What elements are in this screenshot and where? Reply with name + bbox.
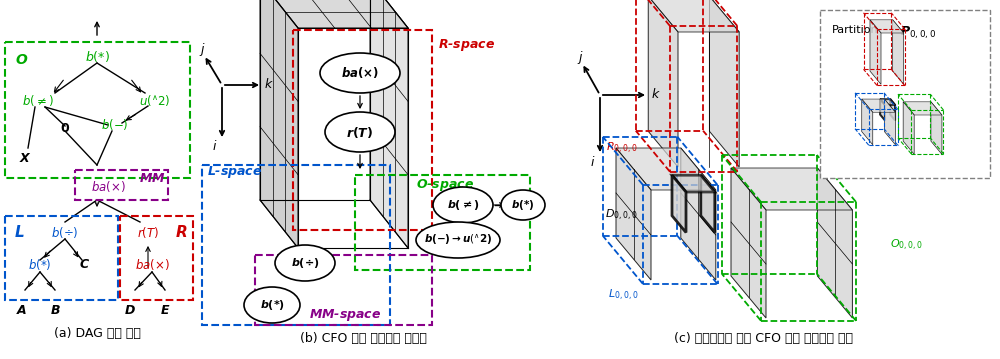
Text: $b(-)$: $b(-)$: [101, 117, 129, 132]
Text: $\boldsymbol{O}$-space: $\boldsymbol{O}$-space: [416, 177, 474, 193]
Bar: [120, 216, 193, 300]
Bar: [820, 10, 990, 178]
Text: $b(*)$: $b(*)$: [85, 50, 109, 65]
Text: $b(\div)$: $b(\div)$: [51, 224, 79, 239]
Text: $\boldsymbol{L}$: $\boldsymbol{L}$: [14, 224, 25, 240]
Polygon shape: [903, 102, 942, 115]
Polygon shape: [880, 99, 895, 105]
Text: $ba(\times)$: $ba(\times)$: [135, 257, 169, 272]
Text: $\boldsymbol{P}_{0,0,0}$: $\boldsymbol{P}_{0,0,0}$: [900, 25, 936, 41]
Bar: [355, 175, 530, 270]
Text: $\boldsymbol{b(*)}$: $\boldsymbol{b(*)}$: [511, 198, 535, 212]
Text: j: j: [200, 42, 204, 56]
Text: $\mathbf{0}$: $\mathbf{0}$: [60, 121, 70, 135]
Ellipse shape: [501, 190, 545, 220]
Bar: [255, 255, 432, 325]
Text: $\boldsymbol{A}$: $\boldsymbol{A}$: [16, 303, 28, 317]
Polygon shape: [870, 20, 904, 33]
Bar: [75, 170, 168, 200]
Text: $\boldsymbol{MM}$-space: $\boldsymbol{MM}$-space: [309, 307, 381, 323]
Polygon shape: [880, 99, 885, 120]
Text: (c) 분산처리를 위한 CFO 융합 연산자의 분할: (c) 분산처리를 위한 CFO 융합 연산자의 분할: [674, 332, 852, 345]
Polygon shape: [616, 148, 716, 190]
Text: (b) CFO 융합 연산자의 시각화: (b) CFO 융합 연산자의 시각화: [300, 332, 426, 345]
Text: $\boldsymbol{b(-)}$$\boldsymbol{\rightarrow}$$\boldsymbol{u(^{\wedge}2)}$: $\boldsymbol{b(-)}$$\boldsymbol{\rightar…: [424, 233, 492, 247]
Ellipse shape: [433, 187, 493, 223]
Ellipse shape: [416, 222, 500, 258]
Polygon shape: [731, 168, 852, 210]
Polygon shape: [260, 0, 298, 248]
Polygon shape: [890, 99, 895, 120]
Text: $b(\neq)$: $b(\neq)$: [22, 93, 54, 107]
Bar: [202, 165, 390, 325]
Polygon shape: [931, 102, 942, 154]
Polygon shape: [701, 175, 715, 233]
Text: $\boldsymbol{r(T)}$: $\boldsymbol{r(T)}$: [346, 125, 374, 140]
Text: $\boldsymbol{D}$: $\boldsymbol{D}$: [124, 303, 136, 317]
Text: $\boldsymbol{E}$: $\boldsymbol{E}$: [160, 303, 170, 317]
Polygon shape: [709, 0, 739, 167]
Text: $\boldsymbol{b(\neq)}$: $\boldsymbol{b(\neq)}$: [447, 198, 479, 212]
Polygon shape: [731, 168, 766, 318]
Polygon shape: [616, 148, 651, 280]
Text: $D_{0,0,0}$: $D_{0,0,0}$: [605, 208, 638, 223]
Text: k: k: [264, 79, 272, 92]
Text: Partition: Partition: [832, 25, 879, 35]
Ellipse shape: [244, 287, 300, 323]
Ellipse shape: [275, 245, 335, 281]
Text: $\boldsymbol{MM}$: $\boldsymbol{MM}$: [139, 172, 165, 185]
Text: $\boldsymbol{X}$: $\boldsymbol{X}$: [19, 151, 31, 164]
Bar: [5, 42, 190, 178]
Polygon shape: [862, 99, 873, 145]
Text: $\boldsymbol{L}$-space: $\boldsymbol{L}$-space: [207, 164, 262, 180]
Text: i: i: [590, 157, 594, 169]
Text: $R_{0,0,0}$: $R_{0,0,0}$: [606, 140, 638, 155]
Text: $\boldsymbol{R}$: $\boldsymbol{R}$: [175, 224, 187, 240]
Text: $u(^{\wedge}2)$: $u(^{\wedge}2)$: [139, 93, 171, 107]
Polygon shape: [672, 175, 715, 192]
Polygon shape: [870, 20, 881, 84]
Text: i: i: [212, 140, 216, 154]
Text: $\boldsymbol{ba(\times)}$: $\boldsymbol{ba(\times)}$: [341, 65, 379, 80]
Text: $O_{0,0,0}$: $O_{0,0,0}$: [890, 237, 923, 252]
Text: O: O: [16, 53, 28, 67]
Text: $r(T)$: $r(T)$: [137, 224, 159, 239]
Text: $\boldsymbol{b(*)}$: $\boldsymbol{b(*)}$: [260, 298, 284, 312]
Polygon shape: [893, 20, 904, 84]
Text: $\boldsymbol{C}$: $\boldsymbol{C}$: [79, 258, 91, 271]
Polygon shape: [884, 99, 895, 145]
Text: $b(*)$: $b(*)$: [28, 257, 52, 272]
Polygon shape: [862, 99, 895, 112]
Polygon shape: [370, 0, 408, 248]
Text: $L_{0,0,0}$: $L_{0,0,0}$: [608, 288, 638, 303]
Text: k: k: [651, 89, 659, 102]
Polygon shape: [903, 102, 914, 154]
Polygon shape: [648, 0, 678, 167]
Polygon shape: [817, 168, 852, 318]
Ellipse shape: [325, 112, 395, 152]
Polygon shape: [260, 0, 408, 28]
Polygon shape: [681, 148, 716, 280]
Text: (a) DAG 질의 계획: (a) DAG 질의 계획: [54, 327, 140, 340]
Bar: [5, 216, 118, 300]
Text: $\boldsymbol{B}$: $\boldsymbol{B}$: [50, 303, 60, 317]
Ellipse shape: [320, 53, 400, 93]
Text: j: j: [578, 51, 582, 64]
Bar: [293, 30, 432, 230]
Text: $\boldsymbol{R}$-space: $\boldsymbol{R}$-space: [438, 37, 495, 53]
Text: $ba(\times)$: $ba(\times)$: [91, 178, 125, 194]
Polygon shape: [648, 0, 739, 32]
Text: $\boldsymbol{b(\div)}$: $\boldsymbol{b(\div)}$: [291, 256, 319, 270]
Polygon shape: [672, 175, 686, 233]
